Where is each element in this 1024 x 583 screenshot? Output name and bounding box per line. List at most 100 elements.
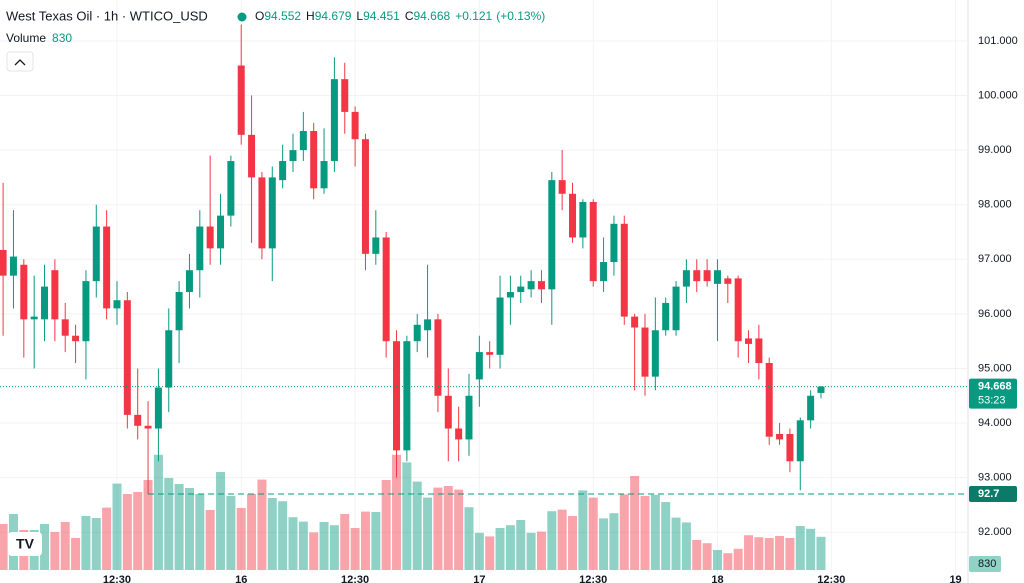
y-tick-label: 98.000 xyxy=(978,199,1012,211)
volume-bar xyxy=(381,480,391,570)
candle-body xyxy=(745,338,753,344)
volume-bar xyxy=(423,497,433,570)
volume-bar xyxy=(474,532,484,570)
candle-body xyxy=(424,319,432,331)
volume-bar xyxy=(329,525,339,570)
candle-body xyxy=(558,180,566,194)
volume-bar xyxy=(630,476,640,570)
volume-bar xyxy=(764,538,774,570)
candle-body xyxy=(382,237,390,342)
candle-body xyxy=(496,297,504,355)
legend-change: +0.121 xyxy=(455,9,492,23)
volume-bar xyxy=(412,481,422,570)
volume-bar xyxy=(650,494,660,570)
candle-body xyxy=(51,270,59,320)
volume-bar xyxy=(91,518,101,570)
volume-bar xyxy=(288,517,298,570)
volume-bar xyxy=(609,513,619,570)
candle-body xyxy=(434,319,442,396)
candle-body xyxy=(651,330,659,377)
candle-body xyxy=(72,335,80,342)
candle-body xyxy=(486,352,494,355)
legend-value: 94.451 xyxy=(363,9,400,23)
candle-body xyxy=(444,395,452,429)
candle-body xyxy=(631,316,639,328)
legend-value: 94.552 xyxy=(264,9,301,23)
y-tick-label: 97.000 xyxy=(978,253,1012,265)
volume-bar xyxy=(661,502,671,570)
candle-body xyxy=(0,250,7,276)
candle-body xyxy=(579,201,587,238)
volume-bar xyxy=(195,494,205,570)
volume-axis-label: 830 xyxy=(978,558,996,570)
volume-bar xyxy=(712,550,722,570)
header: West Texas Oil · 1h · WTICO_USD O94.552 H… xyxy=(6,8,545,72)
volume-bar xyxy=(402,462,412,570)
volume-bar xyxy=(184,488,194,570)
x-tick-label: 16 xyxy=(235,574,247,583)
candle-body xyxy=(548,180,556,290)
candle-body xyxy=(672,286,680,331)
volume-bar xyxy=(174,484,184,570)
tv-logo: TV xyxy=(8,532,42,556)
y-tick-label: 99.000 xyxy=(978,144,1012,156)
candle-body xyxy=(248,134,256,178)
volume-bar xyxy=(578,490,588,570)
candle-body xyxy=(82,281,90,342)
candle-body xyxy=(765,363,773,437)
volume-bar xyxy=(454,489,464,570)
candle-body xyxy=(320,161,328,189)
candle-body xyxy=(527,281,535,290)
volume-bar xyxy=(733,548,743,570)
ohlc-legend: O94.552 H94.679 L94.451 C94.668 +0.121 (+0.13… xyxy=(255,9,545,23)
volume-bar xyxy=(205,510,215,570)
volume-bar xyxy=(257,479,267,570)
collapse-button[interactable] xyxy=(6,51,34,72)
volume-bar xyxy=(754,537,764,570)
candle-body xyxy=(413,324,421,342)
legend-key: H xyxy=(306,9,315,23)
title: West Texas Oil · 1h · WTICO_USD xyxy=(6,8,208,23)
y-tick-label: 94.000 xyxy=(978,417,1012,429)
status-dot xyxy=(237,12,247,22)
svg-text:TV: TV xyxy=(16,536,35,552)
candle-body xyxy=(165,330,173,388)
candle-body xyxy=(123,300,131,415)
candle-body xyxy=(537,281,545,290)
volume-bar xyxy=(247,494,257,570)
candle-body xyxy=(713,270,721,284)
volume-bar xyxy=(619,494,629,570)
plot xyxy=(0,0,968,583)
volume-bar xyxy=(681,522,691,570)
volume-bar xyxy=(692,540,702,570)
volume-bar xyxy=(433,487,443,570)
candle-body xyxy=(20,264,28,320)
volume-bar xyxy=(795,526,805,570)
volume-title: Volume 830 xyxy=(6,31,72,45)
volume-bar xyxy=(267,498,277,570)
x-tick-label: 12:30 xyxy=(103,574,131,583)
volume-bar xyxy=(640,496,650,570)
volume-bar xyxy=(806,528,816,570)
legend-change-pct: (+0.13%) xyxy=(496,9,545,23)
candle-body xyxy=(9,256,17,276)
candle-body xyxy=(807,395,815,421)
candle-body xyxy=(506,292,514,298)
candle-body xyxy=(299,131,307,151)
volume-bar xyxy=(50,532,60,570)
volume-bar xyxy=(775,536,785,570)
volume-bar xyxy=(278,501,288,570)
candle-body xyxy=(475,352,483,380)
candle-body xyxy=(455,428,463,440)
volume-bar xyxy=(81,516,91,570)
candle-body xyxy=(237,65,245,135)
volume-bar xyxy=(588,497,598,570)
candle-body xyxy=(258,177,266,249)
volume-bar xyxy=(547,511,557,570)
legend-value: 94.679 xyxy=(315,9,352,23)
y-tick-label: 96.000 xyxy=(978,308,1012,320)
y-tick-label: 93.000 xyxy=(978,472,1012,484)
y-tick-label: 95.000 xyxy=(978,362,1012,374)
volume-name: Volume xyxy=(6,31,46,45)
candle-body xyxy=(61,319,69,336)
